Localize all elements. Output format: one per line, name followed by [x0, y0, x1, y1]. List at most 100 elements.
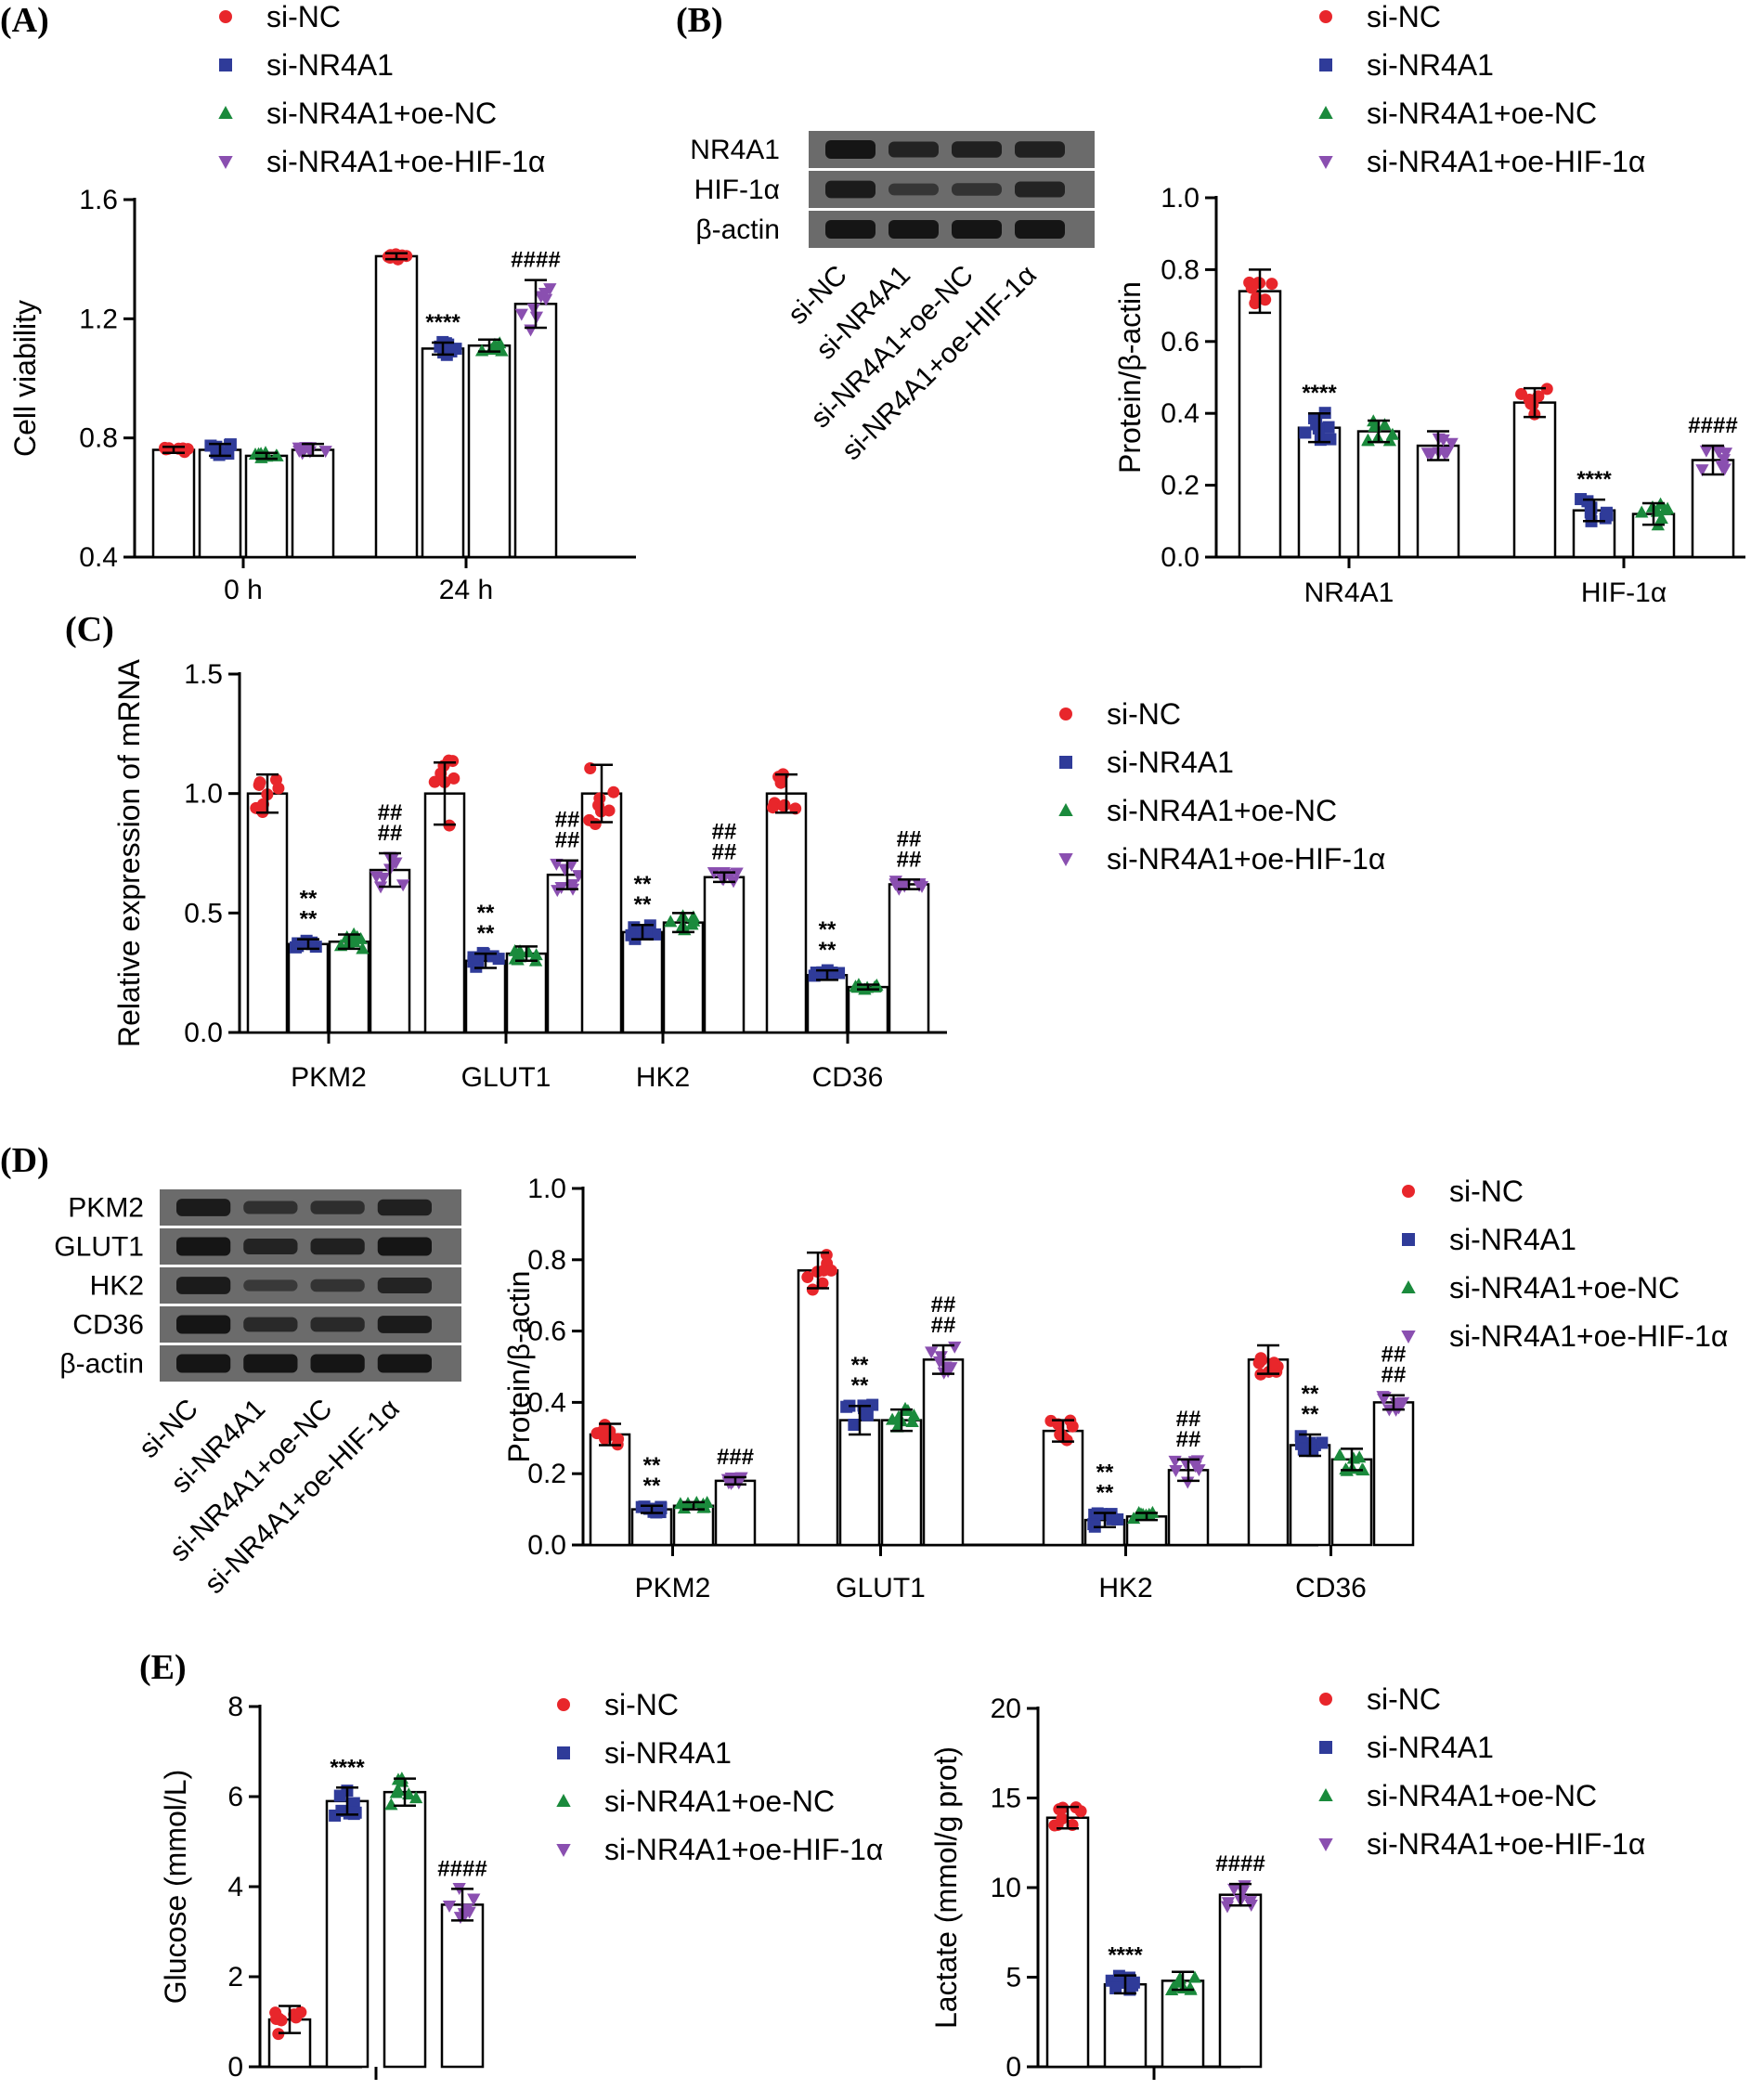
- significance-label: **: [300, 887, 318, 912]
- blot-band: [888, 183, 939, 196]
- data-point: [1436, 434, 1450, 447]
- significance-label: ####: [437, 1856, 486, 1881]
- blot-band: [952, 141, 1002, 158]
- significance-label: **: [643, 1453, 661, 1478]
- legend-marker-si-nr4a1-oe-nc: [556, 1793, 571, 1807]
- significance-label: ##: [931, 1292, 956, 1318]
- y-tick-label: 1.0: [184, 779, 223, 810]
- x-tick-label: NR4A1: [1304, 578, 1394, 608]
- data-point: [521, 945, 536, 958]
- x-tick-label: PKM2: [291, 1062, 367, 1093]
- y-tick-label: 0.0: [1161, 542, 1200, 573]
- data-point: [409, 1791, 423, 1804]
- y-tick-label: 0.8: [1161, 254, 1200, 285]
- y-axis-label: Cell viability: [8, 300, 42, 457]
- legend-label-si-nr4a1-oe-nc: si-NR4A1+oe-NC: [1449, 1271, 1680, 1305]
- data-point: [907, 1408, 921, 1421]
- y-tick-label: 0.0: [527, 1530, 566, 1561]
- y-tick-label: 0.6: [527, 1317, 566, 1347]
- legend-marker-si-nc: [557, 1698, 570, 1711]
- blot-row-label-cd36: CD36: [72, 1310, 144, 1341]
- y-tick-label: 0.6: [1161, 327, 1200, 357]
- legend-marker-si-nr4a1-oe-hif-1: [218, 156, 233, 170]
- blot-band: [1015, 141, 1065, 158]
- data-point: [612, 1433, 625, 1446]
- legend-marker-si-nr4a1: [219, 58, 232, 71]
- significance-label: ****: [330, 1755, 365, 1780]
- y-tick-label: 0.4: [1161, 398, 1200, 429]
- bar-si-nr4a1-oe-hif-1-hif-1: [1691, 459, 1735, 559]
- y-tick-label: 5: [1005, 1963, 1021, 1993]
- x-tick-label: 24 h: [439, 575, 493, 605]
- data-point: [686, 910, 701, 923]
- bar-si-nc-cd36: [765, 792, 808, 1034]
- bar-si-nr4a1-e2: [1103, 1982, 1148, 2069]
- legend-label-si-nr4a1-oe-nc: si-NR4A1+oe-NC: [1367, 97, 1597, 130]
- data-point: [1294, 1430, 1307, 1443]
- y-axis-label: Glucose (mmol/L): [159, 1770, 192, 2005]
- data-point: [1635, 505, 1649, 518]
- blot-band: [310, 1354, 365, 1373]
- blot-row-label-actin: β-actin: [59, 1349, 144, 1380]
- data-point: [925, 1346, 939, 1359]
- legend-label-si-nr4a1-oe-hif-1: si-NR4A1+oe-HIF-1α: [1367, 145, 1645, 178]
- legend-marker-si-nc: [1319, 1693, 1332, 1706]
- bar-si-nr4a1-oe-nc-glut1: [505, 952, 548, 1034]
- bar-si-nc-e2: [1045, 1816, 1090, 2069]
- blot-band: [310, 1279, 365, 1292]
- blot-band: [176, 1199, 231, 1216]
- data-point: [176, 442, 189, 455]
- data-point: [948, 1341, 962, 1354]
- blot-band: [377, 1237, 432, 1256]
- blot-band: [825, 220, 876, 239]
- bar-si-nr4a1-e1: [325, 1799, 370, 2069]
- panel-label-d: (D): [0, 1141, 49, 1180]
- legend-marker-si-nr4a1: [1319, 1741, 1332, 1754]
- legend-label-si-nr4a1: si-NR4A1: [1367, 1731, 1494, 1764]
- blot-band: [243, 1354, 298, 1373]
- blot-band: [377, 1199, 432, 1216]
- chart-d: 0.00.20.40.60.81.0Protein/β-actin****###…: [502, 1174, 1415, 1603]
- data-point: [1074, 1805, 1087, 1818]
- data-point: [1420, 448, 1434, 461]
- data-point: [905, 1414, 919, 1427]
- y-tick-label: 1.0: [527, 1174, 566, 1204]
- legend-label-si-nr4a1: si-NR4A1: [1367, 48, 1494, 82]
- blot-band: [377, 1354, 432, 1373]
- legend-label-si-nr4a1: si-NR4A1: [1449, 1223, 1576, 1256]
- y-axis-label: Protein/β-actin: [1113, 281, 1147, 474]
- bar-si-nr4a1-oe-hif-1-pkm2: [714, 1479, 757, 1547]
- legend-label-si-nr4a1-oe-nc: si-NR4A1+oe-NC: [604, 1785, 835, 1818]
- data-point: [349, 1806, 362, 1819]
- data-point: [593, 792, 606, 805]
- data-point: [1717, 454, 1732, 467]
- bar-si-nr4a1-oe-hif-1-24-h: [513, 303, 558, 559]
- data-point: [848, 1419, 861, 1431]
- bar-si-nr4a1-oe-hif-1-glut1: [922, 1358, 965, 1547]
- legend-marker-si-nr4a1-oe-hif-1: [1318, 156, 1333, 170]
- legend-e1: si-NC si-NR4A1 si-NR4A1+oe-NC si-NR4A1+oe-H…: [556, 1688, 883, 1866]
- panel-label-c: (C): [65, 610, 114, 649]
- data-point: [1332, 1447, 1347, 1460]
- legend-label-si-nc: si-NC: [1367, 1682, 1441, 1716]
- data-point: [1243, 1896, 1257, 1909]
- bar-si-nr4a1-0-h: [198, 448, 242, 559]
- data-point: [1171, 1975, 1186, 1988]
- legend-label-si-nr4a1-oe-nc: si-NR4A1+oe-NC: [266, 97, 497, 130]
- data-point: [1716, 461, 1731, 474]
- data-point: [767, 801, 780, 814]
- data-point: [1265, 278, 1278, 291]
- significance-label: ****: [1576, 467, 1612, 492]
- legend-label-si-nr4a1-oe-hif-1: si-NR4A1+oe-HIF-1α: [1367, 1827, 1645, 1861]
- significance-label: ##: [1381, 1343, 1407, 1368]
- y-axis-label: Relative expression of mRNA: [112, 658, 146, 1047]
- x-tick-label: HK2: [636, 1062, 690, 1093]
- significance-label: **: [634, 892, 652, 917]
- significance-label: **: [819, 938, 837, 963]
- data-point: [1395, 1396, 1410, 1409]
- blot-band: [310, 1201, 365, 1214]
- blot-band: [176, 1277, 231, 1294]
- blot-band: [952, 220, 1002, 239]
- legend-marker-si-nr4a1: [1319, 58, 1332, 71]
